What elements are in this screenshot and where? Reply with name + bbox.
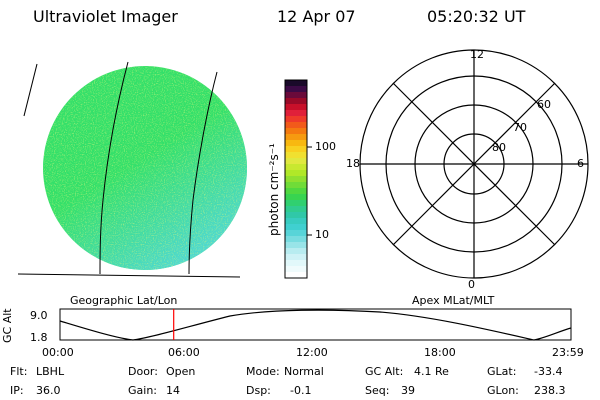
info-dsp-value: -0.1 <box>290 384 312 397</box>
polar-plot <box>359 49 589 279</box>
polar-diagonal-2 <box>392 82 556 246</box>
x-tick-1800: 18:00 <box>424 346 456 359</box>
info-door-value: Open <box>166 365 196 378</box>
polar-lat-70: 70 <box>513 121 527 134</box>
info-ip-label: IP: <box>10 384 24 397</box>
altitude-ymin: 1.8 <box>30 331 48 344</box>
info-glat-label: GLat: <box>487 365 517 378</box>
info-glon-label: GLon: <box>487 384 519 397</box>
info-glat-value: -33.4 <box>534 365 563 378</box>
polar-label-top: 12 <box>470 48 484 61</box>
info-flt-value: LBHL <box>36 365 65 378</box>
polar-lat-80: 80 <box>492 141 506 154</box>
x-tick-0000: 00:00 <box>42 346 74 359</box>
x-tick-0600: 06:00 <box>168 346 200 359</box>
info-ip-value: 36.0 <box>36 384 61 397</box>
meridian-line-1 <box>99 61 129 275</box>
caption-apex: Apex MLat/MLT <box>412 294 495 307</box>
info-flt-label: Flt: <box>10 365 28 378</box>
horizon-line <box>17 273 241 278</box>
polar-label-right: 6 <box>577 157 584 170</box>
header-time: 05:20:32 UT <box>427 7 526 26</box>
info-gcalt-value: 4.1 Re <box>414 365 449 378</box>
info-mode-label: Mode: <box>246 365 280 378</box>
info-gain-value: 14 <box>166 384 180 397</box>
caption-geographic: Geographic Lat/Lon <box>70 294 178 307</box>
info-dsp-label: Dsp: <box>246 384 271 397</box>
x-tick-2359: 23:59 <box>552 346 584 359</box>
info-glon-value: 238.3 <box>534 384 566 397</box>
colorbar <box>284 79 312 279</box>
polar-lat-60: 60 <box>537 98 551 111</box>
info-gain-label: Gain: <box>128 384 157 397</box>
x-tick-1200: 12:00 <box>296 346 328 359</box>
altitude-plot <box>59 308 572 341</box>
polar-label-left: 18 <box>346 157 360 170</box>
colorbar-tick-100: 100 <box>315 140 336 153</box>
meridian-line-2 <box>188 71 218 275</box>
colorbar-tick-10: 10 <box>315 228 329 241</box>
edge-line-left <box>23 63 38 117</box>
geo-grid-lines <box>17 61 241 278</box>
header-date: 12 Apr 07 <box>277 7 356 26</box>
info-gcalt-label: GC Alt: <box>365 365 404 378</box>
title: Ultraviolet Imager <box>33 7 178 26</box>
altitude-curve <box>59 309 572 341</box>
uv-image-texture <box>43 66 247 270</box>
altitude-plot-frame <box>59 308 572 341</box>
info-seq-value: 39 <box>401 384 415 397</box>
colorbar-unit-label: photon cm⁻²s⁻¹ <box>267 143 281 236</box>
info-seq-label: Seq: <box>365 384 390 397</box>
info-mode-value: Normal <box>284 365 324 378</box>
info-door-label: Door: <box>128 365 158 378</box>
polar-label-bottom: 0 <box>468 278 475 291</box>
altitude-ymax: 9.0 <box>30 309 48 322</box>
altitude-ylabel: GC Alt <box>1 308 14 343</box>
uv-image <box>43 66 247 270</box>
